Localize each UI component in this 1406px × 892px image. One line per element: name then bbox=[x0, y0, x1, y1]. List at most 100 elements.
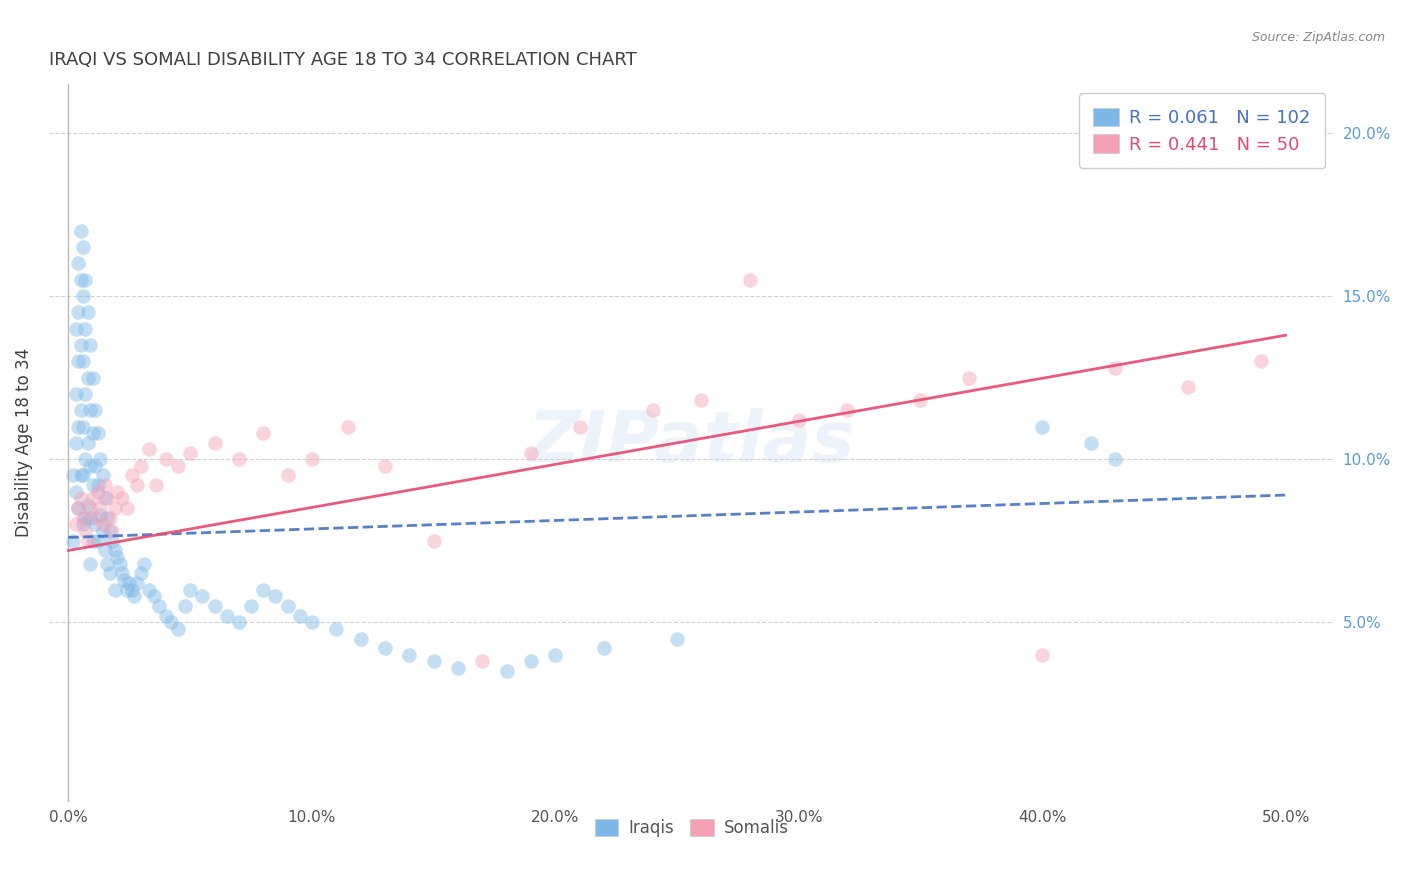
Point bbox=[422, 533, 444, 548]
Point bbox=[204, 435, 226, 450]
Point bbox=[520, 654, 543, 668]
Point bbox=[77, 370, 100, 384]
Point bbox=[67, 256, 90, 270]
Point bbox=[787, 413, 810, 427]
Point bbox=[69, 338, 91, 352]
Point bbox=[98, 566, 121, 581]
Point bbox=[252, 582, 274, 597]
Point bbox=[104, 543, 127, 558]
Point bbox=[1250, 354, 1272, 368]
Point bbox=[349, 632, 371, 646]
Point bbox=[215, 608, 238, 623]
Point bbox=[277, 599, 299, 613]
Point bbox=[301, 615, 323, 630]
Point bbox=[568, 419, 591, 434]
Point bbox=[89, 501, 111, 516]
Point bbox=[374, 458, 396, 473]
Point bbox=[167, 458, 190, 473]
Point bbox=[910, 393, 932, 408]
Point bbox=[108, 557, 131, 571]
Point bbox=[79, 458, 101, 473]
Point bbox=[67, 305, 90, 319]
Point bbox=[67, 501, 90, 516]
Point bbox=[72, 289, 94, 303]
Point bbox=[62, 468, 84, 483]
Point bbox=[89, 508, 111, 522]
Point bbox=[118, 576, 141, 591]
Point bbox=[67, 501, 90, 516]
Point bbox=[65, 517, 87, 532]
Point bbox=[86, 426, 108, 441]
Point bbox=[145, 478, 167, 492]
Point bbox=[96, 491, 118, 506]
Point bbox=[91, 468, 114, 483]
Point bbox=[191, 589, 214, 603]
Y-axis label: Disability Age 18 to 34: Disability Age 18 to 34 bbox=[15, 348, 32, 537]
Point bbox=[337, 419, 360, 434]
Point bbox=[104, 501, 127, 516]
Point bbox=[82, 370, 104, 384]
Point bbox=[666, 632, 689, 646]
Point bbox=[228, 452, 250, 467]
Point bbox=[167, 622, 190, 636]
Point bbox=[77, 533, 100, 548]
Point bbox=[115, 582, 138, 597]
Point bbox=[79, 338, 101, 352]
Point bbox=[75, 452, 97, 467]
Point bbox=[82, 491, 104, 506]
Point bbox=[69, 491, 91, 506]
Text: Source: ZipAtlas.com: Source: ZipAtlas.com bbox=[1251, 31, 1385, 45]
Point bbox=[94, 491, 117, 506]
Point bbox=[75, 524, 97, 538]
Point bbox=[738, 273, 761, 287]
Legend: Iraqis, Somalis: Iraqis, Somalis bbox=[588, 812, 796, 844]
Point bbox=[79, 501, 101, 516]
Point bbox=[84, 511, 107, 525]
Point bbox=[104, 582, 127, 597]
Point bbox=[69, 403, 91, 417]
Point bbox=[544, 648, 567, 662]
Point bbox=[65, 322, 87, 336]
Point bbox=[641, 403, 664, 417]
Point bbox=[159, 615, 181, 630]
Point bbox=[77, 305, 100, 319]
Point bbox=[96, 511, 118, 525]
Point bbox=[98, 524, 121, 538]
Point bbox=[155, 452, 177, 467]
Point bbox=[77, 435, 100, 450]
Point bbox=[86, 484, 108, 499]
Point bbox=[142, 589, 165, 603]
Point bbox=[105, 484, 128, 499]
Point bbox=[837, 403, 859, 417]
Point bbox=[86, 478, 108, 492]
Point bbox=[125, 478, 148, 492]
Point bbox=[84, 517, 107, 532]
Point bbox=[65, 484, 87, 499]
Point bbox=[301, 452, 323, 467]
Point bbox=[72, 354, 94, 368]
Point bbox=[1080, 435, 1102, 450]
Point bbox=[1177, 380, 1199, 394]
Point bbox=[84, 403, 107, 417]
Point bbox=[89, 452, 111, 467]
Point bbox=[690, 393, 713, 408]
Point bbox=[447, 661, 470, 675]
Point bbox=[101, 533, 124, 548]
Point bbox=[228, 615, 250, 630]
Point bbox=[84, 458, 107, 473]
Point bbox=[75, 511, 97, 525]
Text: IRAQI VS SOMALI DISABILITY AGE 18 TO 34 CORRELATION CHART: IRAQI VS SOMALI DISABILITY AGE 18 TO 34 … bbox=[49, 51, 637, 69]
Point bbox=[122, 589, 145, 603]
Point bbox=[131, 566, 153, 581]
Point bbox=[121, 468, 143, 483]
Point bbox=[69, 468, 91, 483]
Point bbox=[111, 566, 134, 581]
Point bbox=[121, 582, 143, 597]
Point bbox=[75, 387, 97, 401]
Point bbox=[82, 478, 104, 492]
Point bbox=[96, 557, 118, 571]
Point bbox=[91, 517, 114, 532]
Point bbox=[79, 557, 101, 571]
Point bbox=[264, 589, 287, 603]
Point bbox=[593, 641, 616, 656]
